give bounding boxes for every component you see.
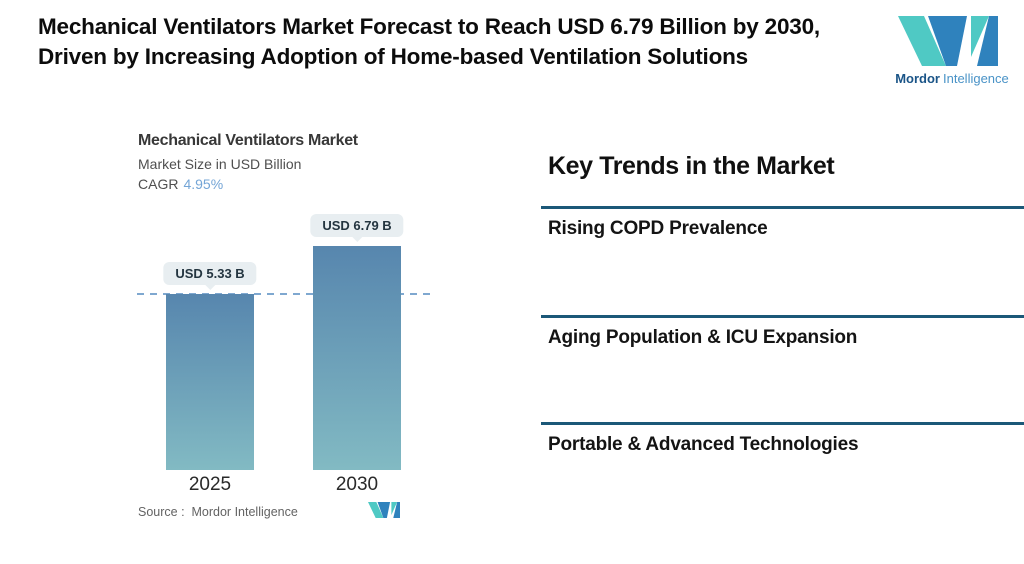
chart-watermark-logo-icon (368, 502, 400, 518)
trend-item-aging-icu: Aging Population & ICU Expansion (541, 315, 1024, 349)
axis-label-2030: 2030 (335, 474, 379, 495)
mordor-intelligence-logo-icon (898, 16, 998, 66)
bar-2030 (313, 245, 401, 470)
axis-label-2025: 2025 (188, 474, 232, 495)
source-attribution: Source : Mordor Intelligence (138, 505, 298, 519)
cagr-value: 4.95% (183, 176, 224, 192)
bar-2025 (166, 294, 254, 470)
page-title: Mechanical Ventilators Market Forecast t… (38, 14, 820, 69)
cagr-label: CAGR (138, 176, 179, 192)
brand-name-light: Intelligence (943, 71, 1009, 86)
brand-logo: Mordor Intelligence (895, 16, 1009, 86)
trend-item-copd: Rising COPD Prevalence (541, 206, 1024, 240)
chart-title: Mechanical Ventilators Market (138, 132, 358, 149)
trend-item-portable-tech: Portable & Advanced Technologies (541, 422, 1024, 456)
value-label-2025: USD 5.33 B (163, 262, 257, 286)
chart-cagr-line: CAGR 4.95% (138, 176, 223, 192)
brand-name-bold: Mordor (895, 71, 940, 86)
value-callout-2030: USD 6.79 B (310, 213, 404, 237)
value-label-2030: USD 6.79 B (310, 213, 404, 237)
value-callout-2025: USD 5.33 B (163, 262, 257, 286)
chart-subtitle: Market Size in USD Billion (138, 156, 302, 172)
bar-group-2030: USD 6.79 B 2030 (310, 200, 404, 495)
brand-name: Mordor Intelligence (874, 71, 1024, 86)
trends-heading: Key Trends in the Market (548, 152, 835, 180)
bar-group-2025: USD 5.33 B 2025 (163, 200, 257, 495)
bar-chart: USD 5.33 B 2025 USD 6.79 B 2030 (100, 200, 480, 495)
reference-dashed-line (137, 293, 434, 296)
